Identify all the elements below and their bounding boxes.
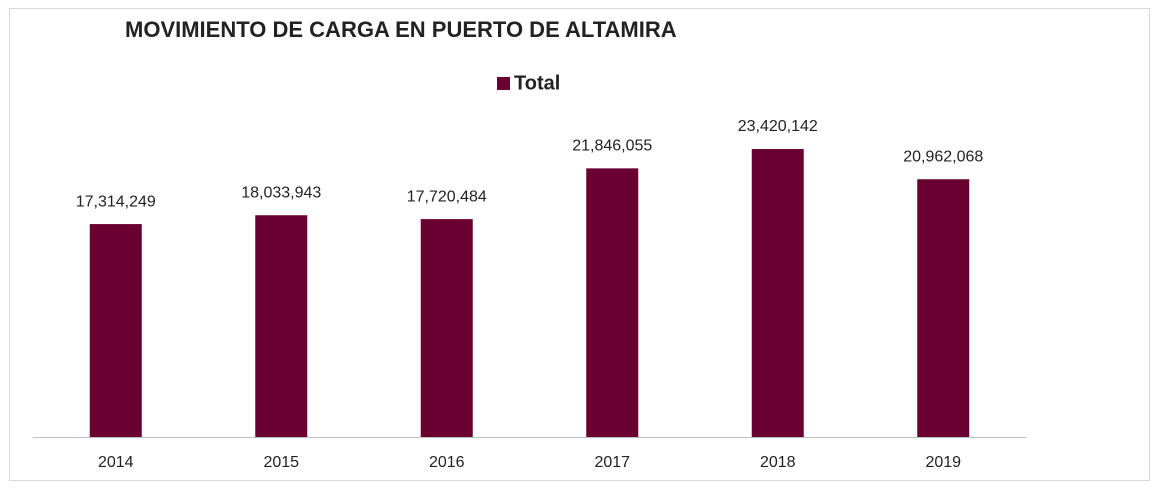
legend-swatch <box>497 77 510 90</box>
bar <box>420 219 473 437</box>
x-tick-label: 2017 <box>594 454 630 471</box>
chart-title: MOVIMIENTO DE CARGA EN PUERTO DE ALTAMIR… <box>125 17 677 42</box>
x-tick-label: 2018 <box>760 454 796 471</box>
bar <box>255 215 308 437</box>
bar <box>751 149 804 437</box>
bar <box>917 179 970 437</box>
bar <box>586 168 639 437</box>
data-label: 20,962,068 <box>903 148 983 165</box>
data-label: 17,720,484 <box>407 188 487 205</box>
bar <box>89 224 142 437</box>
x-tick-label: 2019 <box>925 454 961 471</box>
data-label: 17,314,249 <box>76 193 156 210</box>
x-tick-label: 2016 <box>429 454 465 471</box>
x-tick-label: 2014 <box>98 454 134 471</box>
chart-border <box>9 8 1150 481</box>
x-tick-label: 2015 <box>263 454 299 471</box>
data-label: 18,033,943 <box>241 184 321 201</box>
data-label: 23,420,142 <box>738 118 818 135</box>
legend-label: Total <box>514 72 560 94</box>
data-label: 21,846,055 <box>572 138 652 155</box>
